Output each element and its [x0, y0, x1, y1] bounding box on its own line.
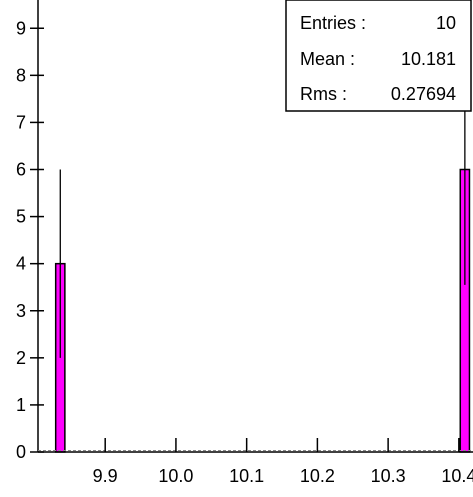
x-tick-label-1: 10.0 — [158, 466, 193, 486]
y-tick-label-6: 6 — [16, 160, 26, 180]
x-tick-label-2: 10.1 — [229, 466, 264, 486]
y-tick-label-8: 8 — [16, 65, 26, 85]
y-tick-label-3: 3 — [16, 301, 26, 321]
stats-mean-label: Mean : — [300, 49, 355, 69]
stats-entries-label: Entries : — [300, 13, 366, 33]
y-tick-label-4: 4 — [16, 254, 26, 274]
stats-box-frame — [285, 0, 472, 112]
stats-mean-value: 10.181 — [401, 49, 456, 69]
x-tick-label-3: 10.2 — [300, 466, 335, 486]
y-tick-label-0: 0 — [16, 442, 26, 462]
bars-layer — [54, 54, 471, 453]
x-tick-label-4: 10.3 — [371, 466, 406, 486]
stats-rms-label: Rms : — [300, 84, 347, 104]
y-tick-label-9: 9 — [16, 18, 26, 38]
x-tick-label-0: 9.9 — [93, 466, 118, 486]
y-tick-label-2: 2 — [16, 348, 26, 368]
ticks-layer: 9.9 10.0 10.1 10.2 10.3 10.4 0 1 2 3 4 5 6 7 8 9 — [16, 18, 473, 486]
stats-box: Entries : 10 Mean : 10.181 Rms : 0.27694 — [285, 0, 472, 112]
y-tick-label-1: 1 — [16, 395, 26, 415]
y-tick-label-5: 5 — [16, 207, 26, 227]
y-tick-label-7: 7 — [16, 112, 26, 132]
x-tick-label-5: 10.4 — [441, 466, 473, 486]
stats-entries-value: 10 — [436, 13, 456, 33]
stats-rms-value: 0.27694 — [391, 84, 456, 104]
